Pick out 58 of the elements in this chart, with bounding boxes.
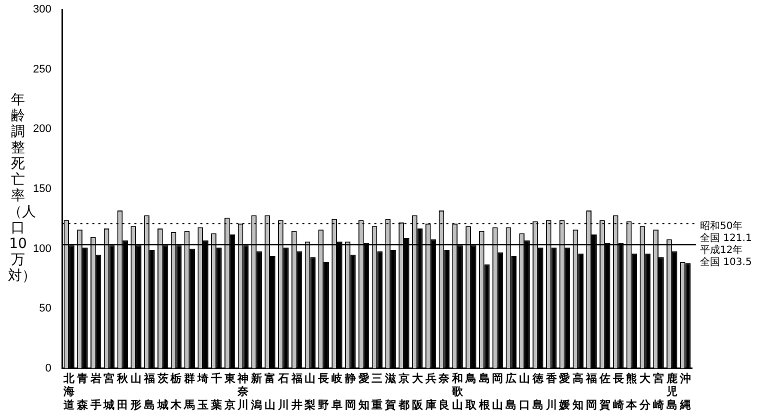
category-label: 奈良 xyxy=(438,373,450,412)
y-tick-label: 0 xyxy=(45,362,52,374)
category-label: 岡山 xyxy=(492,373,504,412)
category-label: 佐賀 xyxy=(599,373,610,412)
category-label: 高知 xyxy=(572,373,584,412)
x-tick-label: 北海道 xyxy=(62,372,76,412)
category-label: 栃木 xyxy=(170,373,182,412)
y-tick-label: 250 xyxy=(32,63,52,76)
category-label: 富山 xyxy=(264,373,276,412)
category-label: 福井 xyxy=(291,373,302,412)
category-label: 愛媛 xyxy=(559,373,570,412)
category-label: 徳島 xyxy=(532,373,544,412)
category-label: 京都 xyxy=(398,373,410,412)
x-tick-label: 鹿児島 xyxy=(665,372,678,412)
y-tick-label: 200 xyxy=(32,123,52,136)
category-label: 千葉 xyxy=(210,373,222,412)
category-label: 滋賀 xyxy=(385,373,396,412)
category-label: 熊本 xyxy=(626,373,638,412)
y-tick-label: 300 xyxy=(32,4,52,16)
category-label: 群馬 xyxy=(184,373,196,412)
category-label: 静岡 xyxy=(344,373,356,412)
category-label: 島根 xyxy=(478,373,490,412)
category-label: 埼玉 xyxy=(198,373,209,412)
category-label: 長崎 xyxy=(612,373,624,412)
y-tick-label: 100 xyxy=(32,242,52,255)
text: 昭和50年 xyxy=(700,220,743,232)
category-label: 香川 xyxy=(546,373,557,412)
category-label: 大分 xyxy=(640,373,651,412)
category-label: 山口 xyxy=(519,373,530,412)
category-label: 青森 xyxy=(76,373,88,412)
category-label: 秋田 xyxy=(117,373,128,412)
category-label: 福岡 xyxy=(586,373,598,412)
category-label: 山形 xyxy=(130,373,142,412)
category-label: 鳥取 xyxy=(465,373,476,412)
text: 平成12年 xyxy=(700,244,743,256)
category-label: 宮崎 xyxy=(653,373,664,412)
x-tick-label: 和歌山 xyxy=(451,372,464,412)
category-label: 山梨 xyxy=(304,373,316,412)
y-tick-label: 50 xyxy=(39,302,52,315)
category-label: 兵庫 xyxy=(425,373,436,412)
x-tick-label: 神奈川 xyxy=(236,372,250,412)
ref-line-label: 全国 121.1 xyxy=(700,232,752,244)
category-label: 東京 xyxy=(224,373,236,412)
y-tick-label: 150 xyxy=(32,183,52,196)
category-label: 石川 xyxy=(278,373,289,412)
category-label: 三重 xyxy=(372,373,383,412)
category-label: 広島 xyxy=(506,373,517,412)
category-label: 沖縄 xyxy=(680,373,691,412)
category-label: 福島 xyxy=(144,373,155,412)
category-label: 長野 xyxy=(318,373,330,412)
category-label: 宮城 xyxy=(104,373,115,412)
category-label: 岩手 xyxy=(90,373,102,412)
category-label: 岐阜 xyxy=(331,373,342,412)
category-label: 茨城 xyxy=(157,373,168,412)
category-label: 新潟 xyxy=(251,373,262,412)
category-label: 愛知 xyxy=(358,373,370,412)
category-label: 大阪 xyxy=(412,373,423,412)
ref-line-label: 全国 103.5 xyxy=(700,256,752,268)
